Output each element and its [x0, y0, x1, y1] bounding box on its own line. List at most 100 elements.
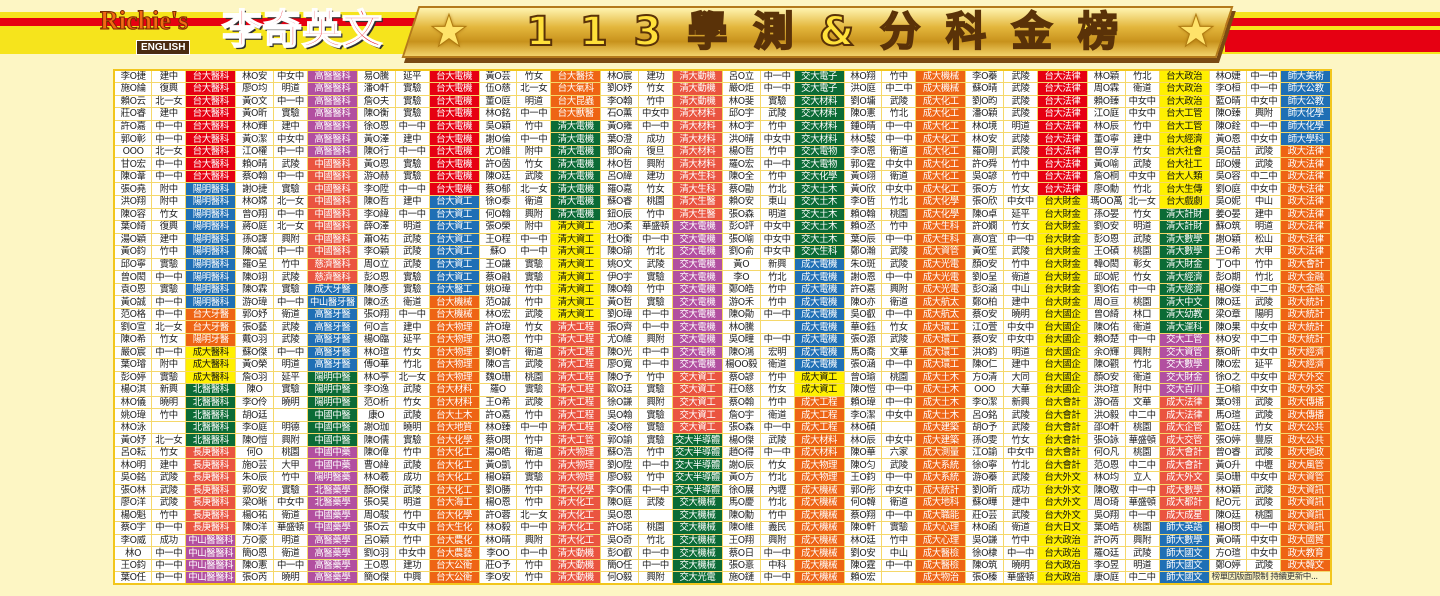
- department-badge: 高醫醫科: [306, 69, 358, 84]
- school-name: 興附: [516, 207, 552, 222]
- school-name: 興附: [881, 282, 917, 297]
- department-badge: 台大電機: [428, 82, 480, 96]
- school-name: 中女中: [272, 496, 308, 510]
- department-badge: 台大外文: [1036, 508, 1088, 523]
- department-badge: 台大法律: [1036, 69, 1088, 84]
- school-name: 實驗: [516, 383, 552, 397]
- department-badge: 北醫藥學: [306, 483, 358, 498]
- department-badge: 台大國企: [1036, 333, 1088, 347]
- department-badge: 台大材料: [428, 383, 480, 397]
- student-name: 陳O果: [1208, 320, 1248, 334]
- school-name: 中一中: [881, 270, 917, 284]
- student-name: 林O銘: [478, 107, 518, 121]
- school-name: 附中: [151, 182, 187, 196]
- school-name: 武陵: [272, 270, 308, 284]
- department-badge: 台大物理: [428, 370, 480, 385]
- school-name: 武陵: [151, 471, 187, 485]
- student-name: 羅O嘉: [600, 182, 639, 196]
- department-badge: 清大材料: [671, 107, 723, 121]
- department-badge: 台大法律: [1036, 157, 1088, 171]
- department-badge: 政大法律: [1280, 144, 1332, 159]
- student-name: 袁O恩: [113, 282, 153, 297]
- student-name: 許O舜: [965, 157, 1004, 171]
- student-name: 江O庭: [1086, 107, 1126, 121]
- school-name: 中一中: [151, 307, 187, 322]
- school-name: 中一中: [881, 508, 917, 523]
- school-name: 中女中: [1002, 320, 1038, 334]
- department-badge: 清大資工: [550, 307, 602, 322]
- school-name: 中一中: [759, 157, 795, 171]
- student-name: 鄧O侖: [600, 144, 639, 159]
- student-name: 張O森: [721, 420, 761, 435]
- department-badge: 清大工程: [550, 358, 602, 372]
- department-badge: 台大醫科: [185, 157, 237, 171]
- department-badge: 清大化工: [550, 533, 602, 548]
- student-name: 陳O廷: [1208, 295, 1248, 309]
- department-badge: 政大外交: [1280, 383, 1332, 397]
- student-name: 馬O喬: [843, 345, 883, 360]
- department-badge: 成大機械: [793, 571, 845, 585]
- student-name: 范O恩: [1086, 458, 1126, 472]
- school-name: 竹中: [759, 282, 795, 297]
- school-name: 竹中: [637, 207, 673, 222]
- department-badge: 台大電機: [428, 144, 480, 159]
- school-name: 明道: [272, 358, 308, 372]
- department-badge: 台大國企: [1036, 307, 1088, 322]
- department-badge: 台大物理: [428, 320, 480, 334]
- student-name: 莊O芸: [965, 508, 1004, 523]
- table-row: 林O泳 北醫醫科 李O庭 明德 中國中醫 謝O珈 曉明 台大地質 林O臻 中一中 清大工程 凌O榕 實驗…: [113, 420, 1332, 435]
- school-name: 衛道: [394, 295, 430, 309]
- student-name: OOO: [113, 144, 153, 159]
- department-badge: 清大動機: [550, 571, 602, 585]
- department-badge: 交大資工: [671, 408, 723, 422]
- department-badge: 中國醫科: [306, 182, 358, 196]
- school-name: 北一女: [1124, 194, 1160, 209]
- department-badge: 成大土木: [915, 408, 967, 422]
- student-name: 許O嫺: [965, 220, 1004, 234]
- student-name: 黃O澤: [356, 132, 396, 146]
- department-badge: 成大機械: [793, 558, 845, 573]
- school-name: 衛道: [516, 345, 552, 360]
- table-row: 李O威 成功 中山醫醫科 方O豪 明道 高醫藥學 呂O穎 竹中 台大農化 林O晴 興附 清大化工 吳O奇…: [113, 533, 1332, 548]
- department-badge: 陽明醫科: [185, 282, 237, 297]
- school-name: 明道: [272, 82, 308, 96]
- student-name: 曾O綺: [1086, 307, 1126, 322]
- school-name: 中一中: [637, 119, 673, 134]
- department-badge: 陽明醫科: [185, 257, 237, 272]
- student-name: 顏O傑: [356, 483, 396, 498]
- school-name: 北一女: [516, 82, 552, 96]
- school-name: 竹中: [759, 169, 795, 184]
- school-name: 竹中: [272, 471, 308, 485]
- student-name: 陳O愷: [235, 433, 274, 447]
- school-name: 武陵: [1124, 157, 1160, 171]
- table-row: 楊O魁 竹中 長庚醫科 楊O祐 衛道 中國藥學 周O駿 竹中 台大化學 許O蓉 北一女 清大化工 吳O恩…: [113, 508, 1332, 523]
- department-badge: 清大工程: [550, 395, 602, 410]
- student-name: 陳O鴻: [721, 345, 761, 360]
- school-name: 衛道: [759, 358, 795, 372]
- department-badge: 慈濟醫科: [306, 257, 358, 272]
- header-red-band-right: [1225, 30, 1440, 52]
- student-name: 王O希: [478, 395, 518, 410]
- student-name: 張O芮: [235, 571, 274, 585]
- student-name: 伍O慈: [478, 82, 518, 96]
- school-name: 中女中: [759, 245, 795, 259]
- school-name: 中女中: [1246, 320, 1282, 334]
- school-name: 武陵: [1124, 232, 1160, 247]
- department-badge: 高醫牙醫: [306, 320, 358, 334]
- department-badge: 交大資工: [671, 420, 723, 435]
- school-name: 中興: [394, 571, 430, 585]
- student-name: 孫O晏: [1086, 207, 1126, 222]
- department-badge: 成大物理: [793, 471, 845, 485]
- student-name: 姚O文: [600, 257, 639, 272]
- student-name: 何O凡: [1086, 445, 1126, 460]
- school-name: 實驗: [272, 182, 308, 196]
- student-name: 趙O得: [721, 445, 761, 460]
- department-badge: 成大資管: [915, 245, 967, 259]
- department-badge: 交大電機: [671, 232, 723, 247]
- department-badge: 台大工管: [1158, 107, 1210, 121]
- student-name: 李O昱: [1086, 558, 1126, 573]
- student-name: 林O穎: [1086, 69, 1126, 84]
- school-name: 中一中: [759, 571, 795, 585]
- school-name: 竹中: [516, 496, 552, 510]
- department-badge: 成大光電: [915, 257, 967, 272]
